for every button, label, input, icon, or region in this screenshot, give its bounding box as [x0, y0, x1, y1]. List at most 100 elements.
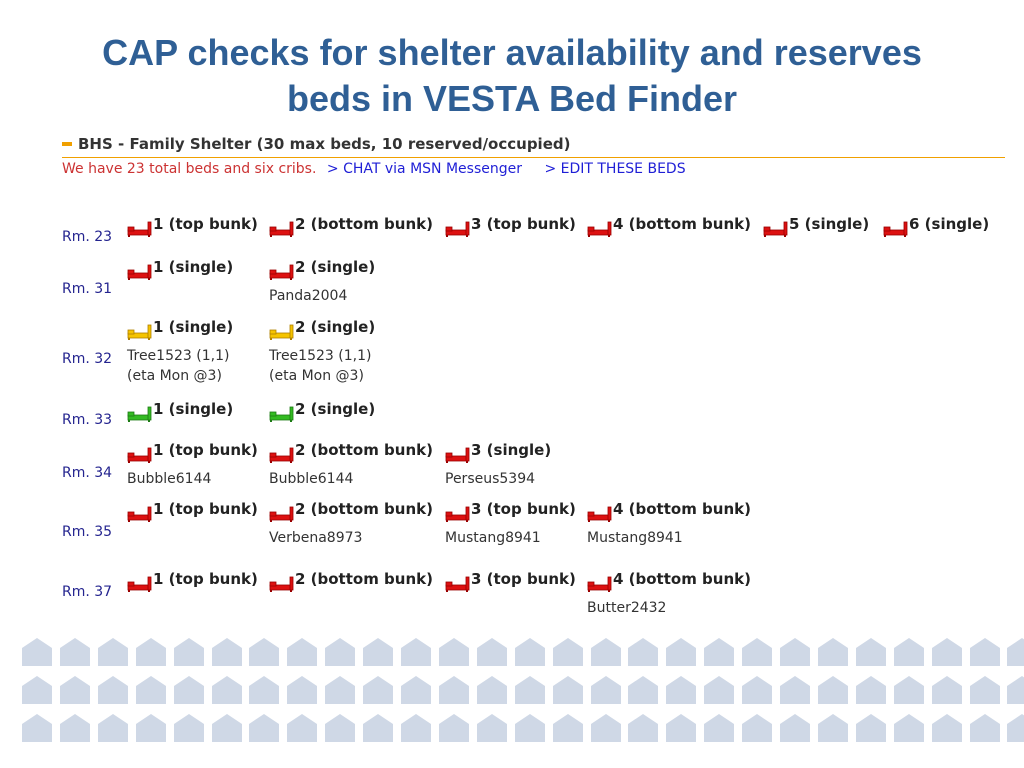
slide-title: CAP checks for shelter availability and … [0, 30, 1024, 122]
bed-label[interactable]: 3 (top bunk) [471, 500, 576, 518]
bed-entry[interactable]: 2 (bottom bunk) [269, 215, 469, 285]
bed-label[interactable]: 5 (single) [789, 215, 870, 233]
house-shape-icon [1007, 638, 1024, 666]
bed-label[interactable]: 1 (single) [153, 318, 234, 336]
bed-label[interactable]: 1 (top bunk) [153, 215, 258, 233]
bed-entry[interactable]: 4 (bottom bunk) [587, 215, 787, 285]
house-shape-icon [552, 676, 583, 704]
bed-icon[interactable] [127, 503, 153, 522]
bed-icon[interactable] [587, 218, 613, 237]
bed-icon[interactable] [445, 444, 471, 463]
bed-icon[interactable] [127, 261, 153, 280]
bed-entry[interactable]: 2 (bottom bunk) Verbena8973 [269, 500, 469, 570]
bed-icon[interactable] [269, 573, 295, 592]
bed-label[interactable]: 4 (bottom bunk) [613, 500, 751, 518]
bed-label[interactable]: 3 (top bunk) [471, 215, 576, 233]
house-shape-icon [514, 638, 545, 666]
bed-entry[interactable]: 1 (single) [127, 258, 327, 328]
bed-icon[interactable] [445, 218, 471, 237]
bed-entry[interactable]: 4 (bottom bunk) Butter2432 [587, 570, 787, 640]
bed-entry[interactable]: 2 (single) Tree1523 (1,1) (eta Mon @3) [269, 318, 469, 388]
bed-icon[interactable] [763, 218, 789, 237]
bed-entry[interactable]: 1 (top bunk) [127, 570, 327, 640]
house-shape-icon [742, 638, 773, 666]
bed-icon[interactable] [127, 218, 153, 237]
pattern-row [0, 638, 1024, 666]
bed-icon[interactable] [269, 503, 295, 522]
bed-entry[interactable]: 1 (top bunk) [127, 500, 327, 570]
bed-label[interactable]: 1 (top bunk) [153, 570, 258, 588]
bed-icon[interactable] [127, 573, 153, 592]
bed-label[interactable]: 4 (bottom bunk) [613, 570, 751, 588]
house-shape-icon [552, 638, 583, 666]
bed-reserved-icon[interactable] [127, 321, 153, 340]
bed-entry[interactable]: 1 (single) Tree1523 (1,1) (eta Mon @3) [127, 318, 327, 388]
bed-entry[interactable]: 1 (top bunk) Bubble6144 [127, 441, 327, 511]
house-shape-icon [855, 676, 886, 704]
bed-icon[interactable] [883, 218, 909, 237]
bed-entry[interactable]: 2 (single) Panda2004 [269, 258, 469, 328]
chat-link[interactable]: > CHAT via MSN Messenger [326, 161, 522, 177]
bed-icon[interactable] [127, 444, 153, 463]
bed-icon[interactable] [587, 573, 613, 592]
bed-label[interactable]: 2 (single) [295, 400, 376, 418]
edit-beds-link[interactable]: > EDIT THESE BEDS [544, 161, 686, 177]
bed-label[interactable]: 3 (single) [471, 441, 552, 459]
bed-entry[interactable]: 1 (top bunk) [127, 215, 327, 285]
bed-label[interactable]: 2 (single) [295, 258, 376, 276]
bed-entry[interactable]: 3 (top bunk) [445, 215, 645, 285]
bed-entry[interactable]: 4 (bottom bunk) Mustang8941 [587, 500, 787, 570]
house-shape-icon [666, 676, 697, 704]
bed-label[interactable]: 1 (top bunk) [153, 441, 258, 459]
bed-label[interactable]: 6 (single) [909, 215, 990, 233]
bed-label[interactable]: 2 (bottom bunk) [295, 441, 433, 459]
bed-entry[interactable]: 1 (single) [127, 400, 327, 470]
house-shape-icon [135, 714, 166, 742]
bed-label[interactable]: 3 (top bunk) [471, 570, 576, 588]
bed-entry[interactable]: 6 (single) [883, 215, 1024, 285]
bed-label[interactable]: 2 (bottom bunk) [295, 215, 433, 233]
house-shape-icon [401, 676, 431, 704]
bed-label[interactable]: 1 (single) [153, 400, 234, 418]
house-shape-icon [514, 676, 545, 704]
bed-entry[interactable]: 2 (single) [269, 400, 469, 470]
bed-icon[interactable] [445, 573, 471, 592]
bed-open-icon[interactable] [269, 403, 295, 422]
bed-icon[interactable] [445, 503, 471, 522]
house-shape-icon [173, 638, 204, 666]
collapse-minus-icon[interactable] [62, 142, 72, 146]
bed-label[interactable]: 2 (single) [295, 318, 376, 336]
house-shape-icon [401, 714, 431, 742]
house-shape-icon [22, 638, 52, 666]
house-shape-icon [287, 638, 318, 666]
bed-label[interactable]: 1 (single) [153, 258, 234, 276]
bed-icon[interactable] [269, 444, 295, 463]
bed-entry[interactable]: 2 (bottom bunk) Bubble6144 [269, 441, 469, 511]
bed-label[interactable]: 4 (bottom bunk) [613, 215, 751, 233]
bed-entry[interactable]: 3 (single) Perseus5394 [445, 441, 645, 511]
room-label: Rm. 23 [62, 229, 113, 245]
bed-icon[interactable] [269, 261, 295, 280]
room-list: Rm. 23 1 (top bunk) 2 (bottom bunk) 3 (top … [62, 215, 1024, 616]
bed-icon[interactable] [269, 218, 295, 237]
bed-occupant-note: Tree1523 (1,1) [269, 348, 372, 364]
house-shape-icon [893, 676, 924, 704]
bed-entry[interactable]: 5 (single) [763, 215, 963, 285]
bed-entry[interactable]: 2 (bottom bunk) [269, 570, 469, 640]
bed-entry[interactable]: 3 (top bunk) Mustang8941 [445, 500, 645, 570]
house-shape-icon [666, 638, 697, 666]
shelter-name: BHS - Family Shelter (30 max beds, 10 re… [78, 135, 571, 153]
bed-reserved-icon[interactable] [269, 321, 295, 340]
bed-icon[interactable] [587, 503, 613, 522]
bed-label[interactable]: 2 (bottom bunk) [295, 570, 433, 588]
house-shape-icon [931, 714, 962, 742]
bed-label[interactable]: 2 (bottom bunk) [295, 500, 433, 518]
house-shape-icon [817, 676, 848, 704]
room-label: Rm. 33 [62, 412, 113, 428]
bed-entry[interactable]: 3 (top bunk) [445, 570, 645, 640]
bed-open-icon[interactable] [127, 403, 153, 422]
house-shape-icon [97, 638, 128, 666]
house-shape-icon [552, 714, 583, 742]
house-shape-icon [817, 638, 848, 666]
bed-label[interactable]: 1 (top bunk) [153, 500, 258, 518]
